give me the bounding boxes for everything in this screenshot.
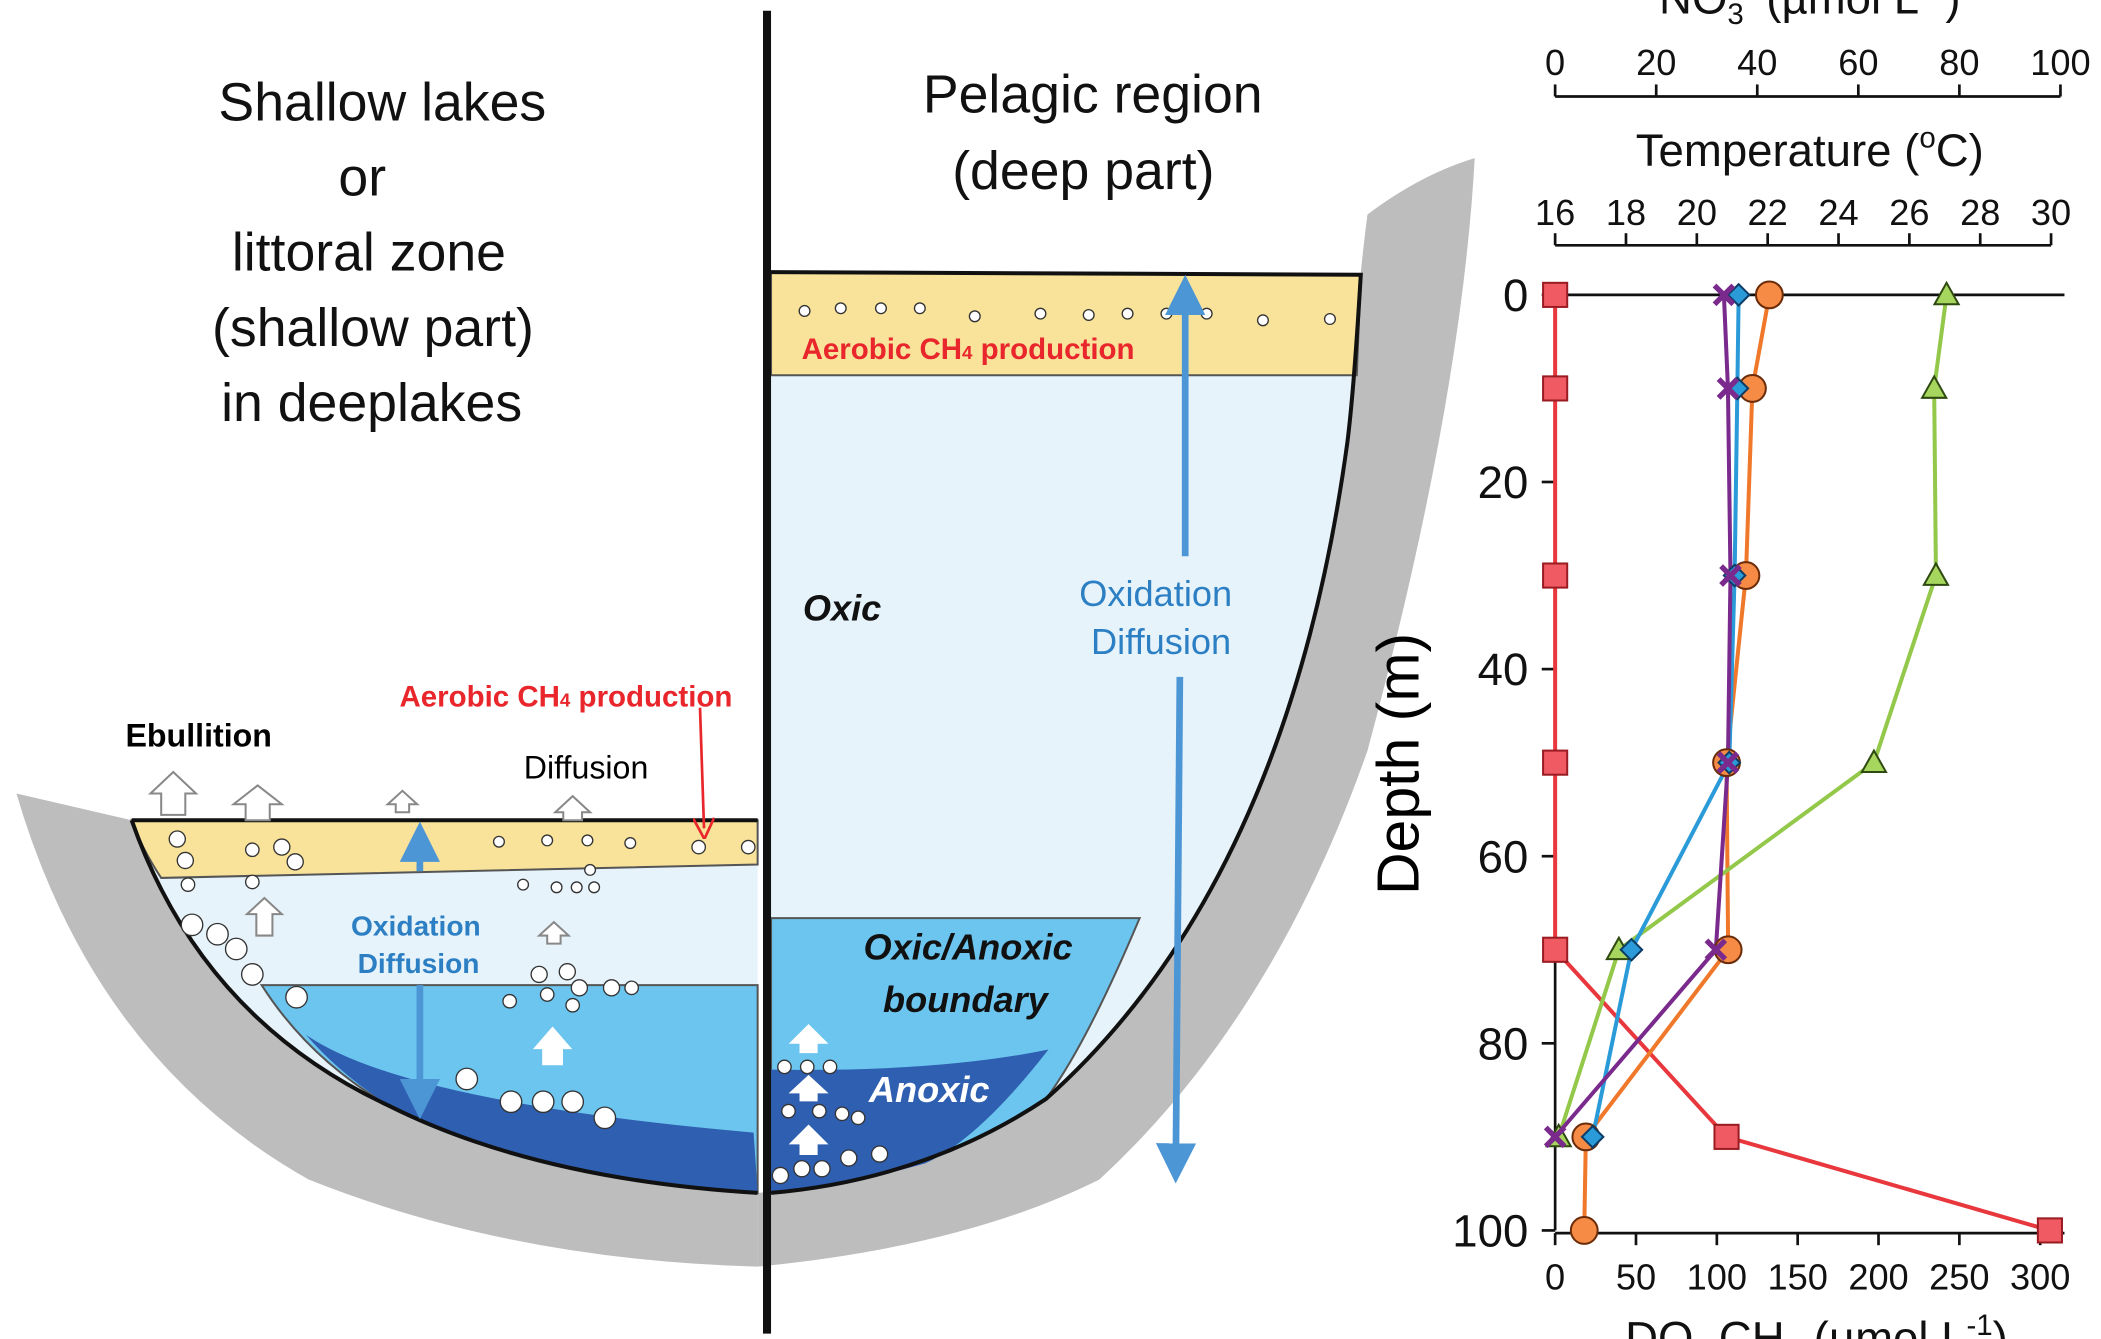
label-part: Aerobic CH bbox=[802, 333, 962, 366]
left-title: in deeplakes bbox=[221, 373, 522, 433]
diffusion-label: Diffusion bbox=[524, 750, 649, 786]
oxic-label: Oxic bbox=[803, 588, 881, 629]
series-line bbox=[1555, 295, 2050, 1231]
x2-axis-label: Temperature (oC) bbox=[1636, 121, 1984, 176]
ebullition-label: Ebullition bbox=[125, 718, 271, 754]
circle-marker bbox=[1756, 281, 1783, 308]
x2-tick-label: 20 bbox=[1677, 192, 1717, 233]
label-part: 4 bbox=[962, 342, 973, 363]
label-part: (µmol L bbox=[1801, 1313, 1966, 1339]
anoxic-label: Anoxic bbox=[868, 1069, 990, 1110]
square-marker bbox=[1543, 376, 1567, 400]
square-marker bbox=[1714, 1125, 1738, 1149]
x2-tick-label: 30 bbox=[2031, 192, 2071, 233]
x-tick-label: 150 bbox=[1767, 1256, 1827, 1297]
production-arrow bbox=[700, 708, 704, 829]
label-part: ) bbox=[1993, 1313, 2008, 1339]
pelagic-transport: Oxidation bbox=[1079, 573, 1232, 614]
label-part: -1 bbox=[1966, 1309, 1992, 1339]
left-title: or bbox=[338, 148, 386, 208]
label-part: ) bbox=[1945, 0, 1960, 23]
label-part: NO bbox=[1659, 0, 1727, 23]
triangle-marker bbox=[1924, 563, 1948, 584]
triangle-marker bbox=[1922, 376, 1946, 397]
y-axis-label: Depth (m) bbox=[1366, 633, 1431, 895]
label-part: C) bbox=[1936, 125, 1984, 176]
series-line bbox=[1584, 295, 1769, 1231]
triangle-marker bbox=[1862, 751, 1886, 772]
circle-marker bbox=[1571, 1217, 1598, 1244]
label-part: DO, CH bbox=[1625, 1313, 1784, 1339]
x2-tick-label: 28 bbox=[1960, 192, 2000, 233]
y-tick-label: 40 bbox=[1478, 644, 1529, 695]
label-part: production bbox=[972, 333, 1134, 366]
x-axis-label: DO, CH4 (µmol L-1) bbox=[1625, 1309, 2008, 1339]
x3-tick-label: 0 bbox=[1545, 42, 1565, 83]
left-title: littoral zone bbox=[232, 223, 506, 283]
label-part: - bbox=[1744, 0, 1754, 4]
label-part: 3 bbox=[1727, 0, 1743, 31]
label-part: Aerobic CH bbox=[399, 680, 559, 713]
figure: Shallow lakes or littoral zone (shallow … bbox=[0, 0, 2101, 1339]
square-marker bbox=[1543, 283, 1567, 307]
y-tick-label: 80 bbox=[1478, 1018, 1529, 1069]
label-part: o bbox=[1919, 121, 1935, 154]
x3-tick-label: 20 bbox=[1636, 42, 1676, 83]
x-tick-label: 0 bbox=[1545, 1256, 1565, 1297]
x2-tick-label: 24 bbox=[1818, 192, 1858, 233]
y-tick-label: 100 bbox=[1452, 1206, 1528, 1257]
right-title: Pelagic region bbox=[923, 65, 1263, 125]
x3-tick-label: 100 bbox=[2030, 42, 2090, 83]
right-title: (deep part) bbox=[952, 141, 1214, 201]
square-marker bbox=[1543, 563, 1567, 587]
series-line bbox=[1555, 295, 1730, 1137]
x-tick-label: 100 bbox=[1687, 1256, 1747, 1297]
y-tick-label: 20 bbox=[1478, 457, 1529, 508]
label-part: (µmol L bbox=[1754, 0, 1919, 23]
label-part: Temperature ( bbox=[1636, 125, 1920, 176]
x-tick-label: 250 bbox=[1929, 1256, 1989, 1297]
littoral-transport: Diffusion bbox=[358, 948, 480, 979]
x3-axis-label: NO3- (µmol L-1) bbox=[1659, 0, 1960, 31]
x3-tick-label: 60 bbox=[1838, 42, 1878, 83]
square-marker bbox=[2038, 1218, 2062, 1242]
label-part: production bbox=[570, 680, 732, 713]
x3-tick-label: 80 bbox=[1939, 42, 1979, 83]
label-part: -1 bbox=[1919, 0, 1945, 2]
x-tick-label: 200 bbox=[1848, 1256, 1908, 1297]
square-marker bbox=[1543, 751, 1567, 775]
x3-tick-label: 40 bbox=[1737, 42, 1777, 83]
x2-tick-label: 18 bbox=[1606, 192, 1646, 233]
left-title: (shallow part) bbox=[212, 298, 534, 358]
boundary-label: Oxic/Anoxic bbox=[864, 927, 1073, 968]
page: { "diagram": { "left_title": ["Shallow l… bbox=[0, 0, 2101, 1339]
x2-tick-label: 22 bbox=[1748, 192, 1788, 233]
left-title: Shallow lakes bbox=[218, 73, 546, 133]
y-tick-label: 60 bbox=[1478, 831, 1529, 882]
littoral-transport: Oxidation bbox=[351, 911, 481, 942]
littoral-production: Aerobic CH4 production bbox=[399, 680, 732, 713]
y-tick-label: 0 bbox=[1503, 270, 1528, 321]
x2-tick-label: 16 bbox=[1535, 192, 1575, 233]
x-tick-label: 300 bbox=[2010, 1256, 2070, 1297]
x-tick-label: 50 bbox=[1616, 1256, 1656, 1297]
x2-tick-label: 26 bbox=[1889, 192, 1929, 233]
pelagic-transport: Diffusion bbox=[1091, 621, 1231, 662]
label-part: 4 bbox=[560, 689, 571, 710]
boundary-label: boundary bbox=[883, 979, 1050, 1020]
square-marker bbox=[1543, 938, 1567, 962]
